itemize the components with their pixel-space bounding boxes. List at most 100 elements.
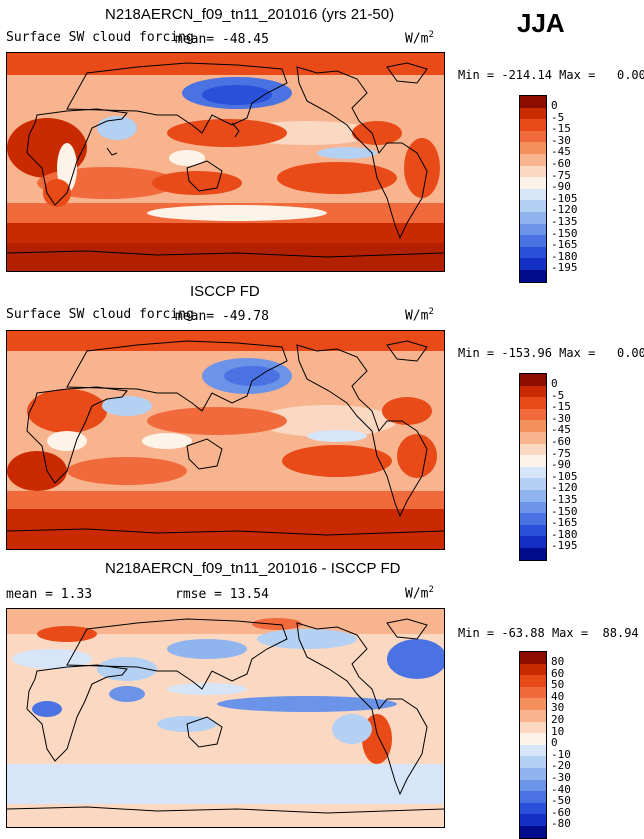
panel-2-mean: mean= -49.78: [175, 309, 269, 324]
colorbar-swatch: [520, 547, 546, 560]
colorbar-tick-label: -180: [551, 249, 578, 263]
colorbar-swatch: [520, 397, 546, 409]
panel-3-units: W/m2: [405, 585, 434, 602]
panel-1-mean: mean= -48.45: [175, 32, 269, 47]
colorbar-tick-label: -15: [551, 122, 571, 136]
colorbar-swatch: [520, 733, 546, 745]
colorbar-swatch: [520, 675, 546, 687]
colorbar-swatch: [520, 130, 546, 143]
colorbar-tick-label: -195: [551, 539, 578, 553]
colorbar-swatch: [520, 455, 546, 467]
colorbar-tick-label: 40: [551, 689, 565, 703]
colorbar-tick-label: -75: [551, 168, 571, 182]
colorbar-swatch: [520, 709, 546, 722]
panel-3-map: [6, 608, 445, 828]
colorbar-swatch: [520, 825, 546, 838]
colorbar-tick-label: -90: [551, 180, 571, 194]
colorbar-tick-label: -105: [551, 191, 578, 205]
panel-2-subtitle: Surface SW cloud forcing: [6, 307, 194, 322]
panel-3-mean: mean = 1.33: [6, 587, 93, 602]
panel-3-title: N218AERCN_f09_tn11_201016 - ISCCP FD: [105, 560, 401, 577]
panel-2-minmax: Min = -153.96 Max = 0.00: [458, 346, 644, 360]
colorbar-tick-label: -5: [551, 110, 565, 124]
colorbar-swatch: [520, 153, 546, 166]
panel-1-map: [6, 52, 445, 272]
colorbar-tick-label: -120: [551, 481, 578, 495]
colorbar-swatch: [520, 478, 546, 490]
panel-3-minmax: Min = -63.88 Max = 88.94: [458, 626, 639, 640]
colorbar-tick-label: -135: [551, 492, 578, 506]
colorbar-tick-label: -40: [551, 782, 571, 796]
season-label: JJA: [517, 8, 565, 38]
colorbar-tick-label: 60: [551, 666, 565, 680]
colorbar-swatch: [520, 374, 546, 386]
colorbar-swatch: [520, 96, 546, 108]
colorbar-swatch: [520, 513, 546, 525]
colorbar-tick-label: -195: [551, 261, 578, 275]
colorbar-swatch: [520, 698, 546, 710]
colorbar-swatch: [520, 211, 546, 224]
colorbar-tick-label: -30: [551, 411, 571, 425]
colorbar-tick-label: 0: [551, 736, 558, 750]
colorbar-swatch: [520, 802, 546, 815]
colorbar-tick-label: 30: [551, 701, 565, 715]
colorbar-swatch: [520, 767, 546, 780]
colorbar-tick-label: 0: [551, 99, 558, 112]
panel-1-minmax: Min = -214.14 Max = 0.00: [458, 68, 644, 82]
colorbar-swatch: [520, 119, 546, 131]
colorbar-tick-label: -120: [551, 203, 578, 217]
panel-1-colorbar: [519, 95, 547, 283]
panel-2-colorbar-labels: 0 -5 -15 -30 -45 -60 -75 -90 -105 -120 -135 -150 -16…: [551, 378, 578, 552]
panel-3-colorbar: [519, 651, 547, 839]
colorbar-tick-label: -165: [551, 238, 578, 252]
colorbar-swatch: [520, 489, 546, 502]
colorbar-tick-label: -15: [551, 400, 571, 414]
colorbar-tick-label: -45: [551, 145, 571, 159]
colorbar-swatch: [520, 721, 546, 734]
colorbar-tick-label: -75: [551, 446, 571, 460]
colorbar-swatch: [520, 235, 546, 247]
colorbar-tick-label: -60: [551, 805, 571, 819]
colorbar-swatch: [520, 107, 546, 120]
colorbar-tick-label: -30: [551, 133, 571, 147]
colorbar-swatch: [520, 524, 546, 537]
colorbar-swatch: [520, 756, 546, 768]
colorbar-swatch: [520, 177, 546, 189]
panel-1-subtitle: Surface SW cloud forcing: [6, 30, 194, 45]
colorbar-tick-label: -60: [551, 434, 571, 448]
colorbar-tick-label: -30: [551, 770, 571, 784]
colorbar-tick-label: -90: [551, 458, 571, 472]
colorbar-tick-label: -50: [551, 794, 571, 808]
colorbar-swatch: [520, 501, 546, 514]
colorbar-tick-label: 80: [551, 655, 565, 668]
colorbar-swatch: [520, 652, 546, 664]
panel-3-colorbar-labels: 80 60 50 40 30 20 10 0 -10 -20 -30 -40 -50 -60 -80: [551, 656, 571, 830]
colorbar-swatch: [520, 200, 546, 212]
panel-2-colorbar: [519, 373, 547, 561]
panel-2-units: W/m2: [405, 307, 434, 324]
colorbar-tick-label: -150: [551, 226, 578, 240]
colorbar-swatch: [520, 258, 546, 270]
colorbar-swatch: [520, 466, 546, 479]
colorbar-swatch: [520, 385, 546, 398]
colorbar-swatch: [520, 188, 546, 201]
colorbar-tick-label: 20: [551, 712, 565, 726]
colorbar-tick-label: -105: [551, 469, 578, 483]
colorbar-swatch: [520, 744, 546, 757]
colorbar-swatch: [520, 686, 546, 699]
colorbar-tick-label: -5: [551, 388, 565, 402]
colorbar-tick-label: -20: [551, 759, 571, 773]
colorbar-tick-label: -165: [551, 516, 578, 530]
colorbar-tick-label: -135: [551, 214, 578, 228]
colorbar-tick-label: 50: [551, 678, 565, 692]
panel-1-units: W/m2: [405, 30, 434, 47]
colorbar-swatch: [520, 165, 546, 178]
colorbar-swatch: [520, 814, 546, 826]
panel-1-colorbar-labels: 0 -5 -15 -30 -45 -60 -75 -90 -105 -120 -135 -150 -16…: [551, 100, 578, 274]
panel-2-map: [6, 330, 445, 550]
colorbar-swatch: [520, 420, 546, 432]
colorbar-swatch: [520, 791, 546, 803]
colorbar-tick-label: -180: [551, 527, 578, 541]
colorbar-swatch: [520, 269, 546, 282]
colorbar-swatch: [520, 246, 546, 259]
